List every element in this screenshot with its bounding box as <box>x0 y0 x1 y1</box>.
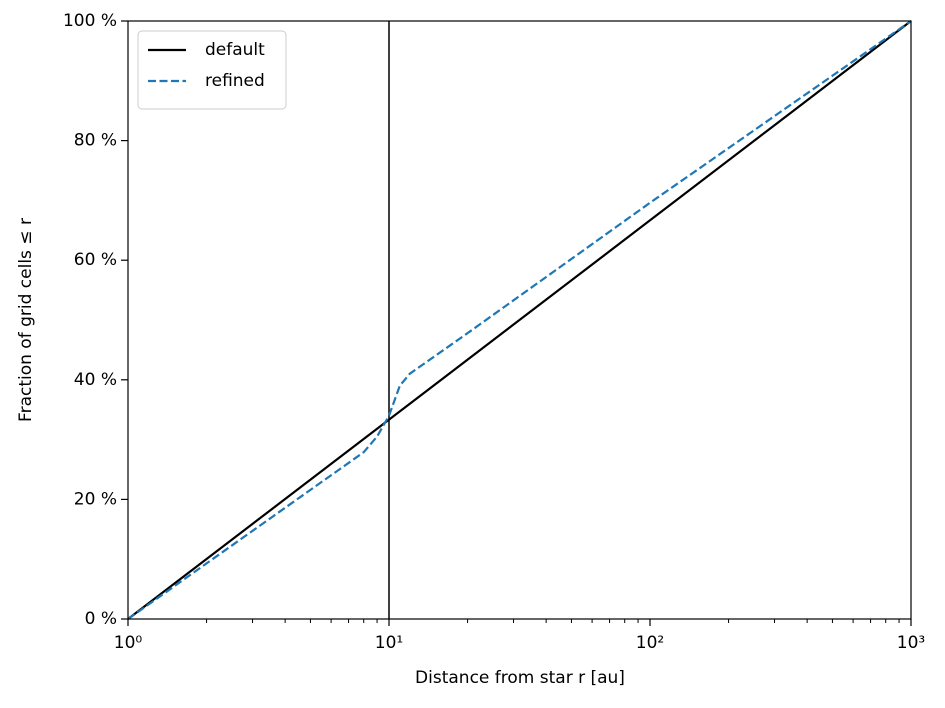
x-tick-label: 10³ <box>897 633 925 653</box>
x-axis-label: Distance from star r [au] <box>415 668 625 688</box>
y-axis-label: Fraction of grid cells ≤ r <box>16 218 36 422</box>
line-series <box>127 20 912 620</box>
y-tick-label: 60 % <box>74 250 117 270</box>
y-tick-label: 0 % <box>85 609 117 629</box>
x-tick-label: 10⁰ <box>114 633 143 653</box>
x-tick-label: 10² <box>636 633 664 653</box>
line-series <box>127 20 912 620</box>
x-tick-label: 10¹ <box>375 633 403 653</box>
legend-label: refined <box>205 71 265 91</box>
legend-label: default <box>205 40 265 60</box>
y-tick-label: 80 % <box>74 131 117 151</box>
y-tick-label: 40 % <box>74 370 117 390</box>
plot-frame <box>127 20 912 620</box>
y-tick-label: 100 % <box>63 11 117 31</box>
y-tick-label: 20 % <box>74 489 117 509</box>
